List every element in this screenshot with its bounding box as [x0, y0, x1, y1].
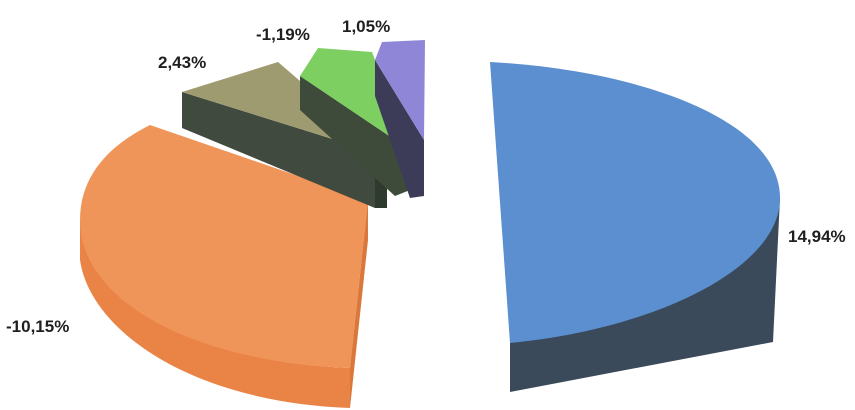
pie-slice-2-edge: [350, 200, 368, 408]
pie-slice-1-label: 14,94%: [788, 227, 846, 246]
pie-slice-4-side: [300, 76, 410, 196]
pie-slice-2-label: -10,15%: [6, 317, 69, 336]
pie-slice-3-side: [182, 92, 387, 208]
pie-slice-2: -10,15%: [6, 125, 368, 408]
pie-slice-2-side: [80, 220, 350, 408]
pie-slice-3-label: 2,43%: [158, 53, 206, 72]
pie-slice-5-side: [375, 60, 424, 198]
pie-slice-5-top: [375, 40, 425, 140]
pie-slice-2-top: [80, 125, 368, 368]
pie-slice-1: 14,94%: [490, 62, 846, 392]
pie-slice-5: 1,05%: [342, 17, 425, 198]
pie-slice-5-label: 1,05%: [342, 17, 390, 36]
pie-slice-4-top: [300, 48, 410, 150]
pie-slice-4: -1,19%: [256, 25, 410, 196]
pie-slice-4-label: -1,19%: [256, 25, 310, 44]
pie-slice-1-top: [490, 62, 780, 343]
